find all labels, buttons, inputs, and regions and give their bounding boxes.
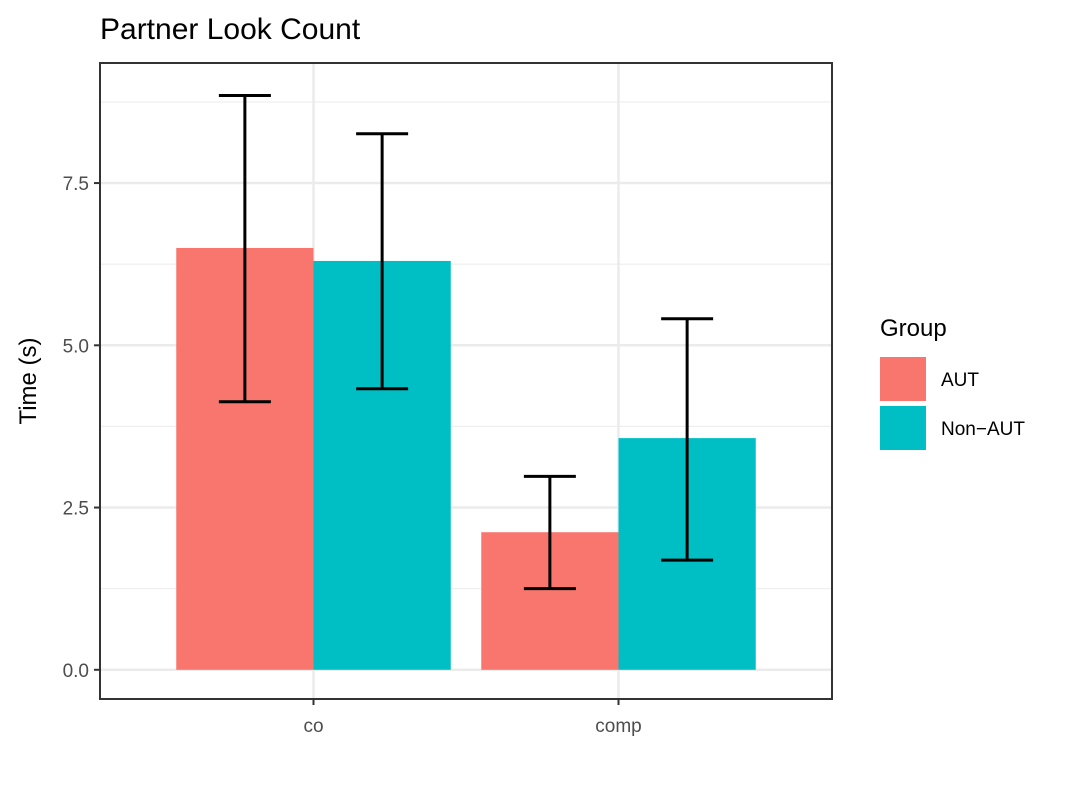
y-tick-label: 2.5 [63, 499, 89, 520]
plot-border [99, 62, 833, 700]
legend-key-aut [880, 357, 926, 401]
error-bars [218, 93, 714, 591]
legend-label-aut: AUT [941, 370, 979, 391]
y-tick-label: 5.0 [63, 336, 89, 357]
x-axis: co comp [303, 699, 642, 737]
y-tick-label: 7.5 [63, 174, 89, 195]
legend-key-non-aut [880, 406, 926, 450]
legend: Group AUT Non−AUT [880, 315, 1025, 450]
legend-label-non-aut: Non−AUT [941, 419, 1025, 440]
x-tick-label: comp [595, 716, 641, 737]
y-tick-label: 0.0 [63, 661, 89, 682]
y-axis: 0.0 2.5 5.0 7.5 [63, 174, 100, 682]
legend-title: Group [880, 315, 947, 342]
y-axis-title: Time (s) [15, 337, 42, 424]
chart-title: Partner Look Count [100, 13, 361, 46]
x-tick-label: co [303, 716, 323, 737]
